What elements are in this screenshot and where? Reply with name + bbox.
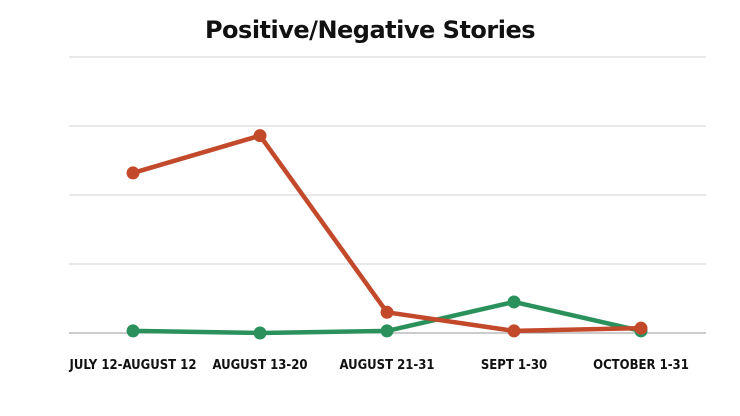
data-point-negative — [380, 305, 394, 319]
x-tick-label: AUGUST 13-20 — [212, 358, 307, 373]
x-tick-label: AUGUST 21-31 — [339, 358, 434, 373]
series-line-negative — [130, 133, 644, 334]
data-point-negative — [507, 324, 521, 338]
chart-title: Positive/Negative Stories — [204, 16, 536, 44]
x-tick-label: OCTOBER 1-31 — [593, 358, 689, 373]
x-tick-label: SEPT 1-30 — [481, 358, 547, 373]
data-point-positive — [126, 324, 140, 338]
data-point-negative — [126, 166, 140, 180]
data-point-positive — [253, 326, 267, 340]
data-point-positive — [380, 324, 394, 338]
x-tick-label: JULY 12-AUGUST 12 — [69, 358, 197, 373]
data-point-negative — [634, 321, 648, 335]
data-point-negative — [253, 129, 267, 143]
data-point-positive — [507, 295, 521, 309]
